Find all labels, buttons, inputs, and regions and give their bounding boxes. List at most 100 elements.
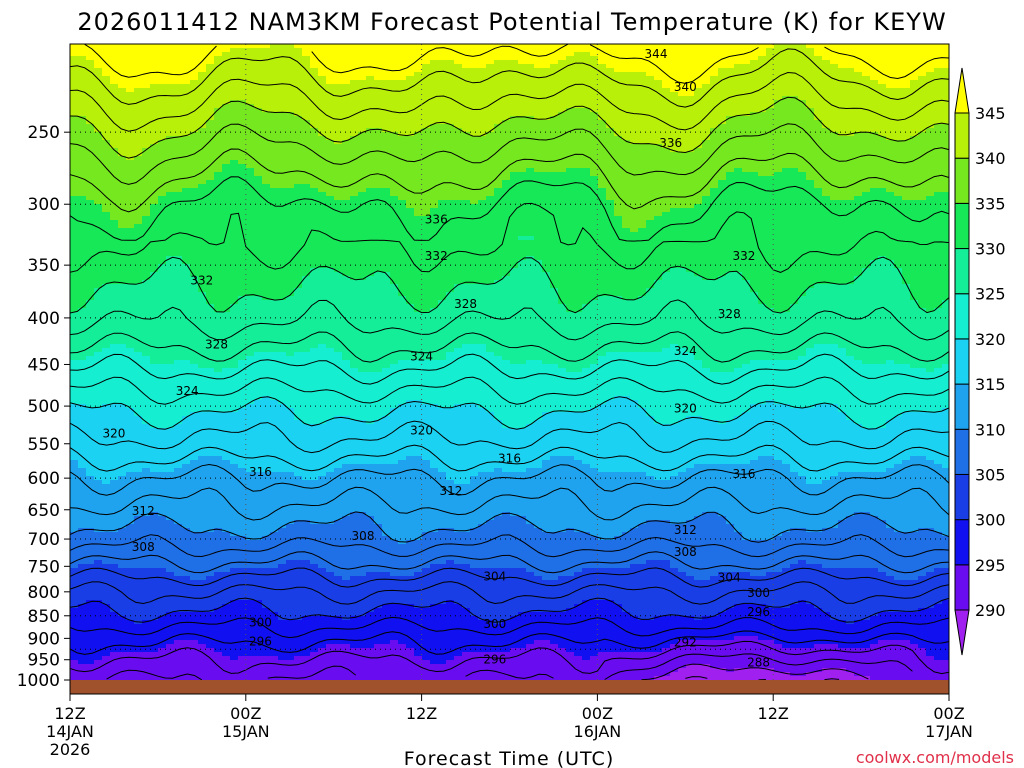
contour-fill-cell [278, 624, 287, 629]
contour-fill-cell [174, 104, 183, 109]
contour-fill-cell [230, 516, 239, 521]
contour-fill-cell [294, 560, 303, 565]
contour-fill-cell [174, 132, 183, 137]
contour-fill-cell [278, 412, 287, 417]
contour-fill-cell [214, 632, 223, 637]
contour-fill-cell [166, 416, 175, 421]
contour-fill-cell [222, 188, 231, 193]
contour-fill-cell [270, 48, 279, 53]
contour-fill-cell [206, 108, 215, 113]
contour-fill-cell [278, 252, 287, 257]
contour-fill-cell [222, 144, 231, 149]
contour-fill-cell [246, 224, 255, 229]
contour-fill-cell [94, 484, 103, 489]
contour-fill-cell [254, 168, 263, 173]
contour-fill-cell [190, 208, 199, 213]
contour-fill-cell [94, 44, 103, 49]
contour-fill-cell [302, 488, 311, 493]
contour-fill-cell [246, 228, 255, 233]
contour-fill-cell [78, 444, 87, 449]
contour-fill-cell [142, 152, 151, 157]
contour-fill-cell [126, 428, 135, 433]
contour-fill-cell [230, 44, 239, 49]
contour-fill-cell [94, 516, 103, 521]
contour-fill-cell [174, 64, 183, 69]
contour-fill-cell [134, 376, 143, 381]
contour-fill-cell [150, 80, 159, 85]
contour-fill-cell [302, 524, 311, 529]
contour-fill-cell [182, 228, 191, 233]
contour-fill-cell [278, 584, 287, 589]
contour-fill-cell [166, 484, 175, 489]
contour-fill-cell [198, 608, 207, 613]
contour-fill-cell [102, 632, 111, 637]
contour-fill-cell [206, 424, 215, 429]
contour-fill-cell [246, 192, 255, 197]
contour-fill-cell [126, 372, 135, 377]
contour-fill-cell [198, 176, 207, 181]
contour-fill-cell [102, 392, 111, 397]
contour-fill-cell [174, 260, 183, 265]
contour-fill-cell [318, 148, 327, 153]
contour-fill-cell [262, 576, 271, 581]
contour-fill-cell [310, 348, 319, 353]
contour-fill-cell [94, 92, 103, 97]
contour-fill-cell [278, 644, 287, 649]
contour-fill-cell [222, 596, 231, 601]
contour-fill-cell [150, 256, 159, 261]
contour-fill-cell [174, 240, 183, 245]
contour-fill-cell [270, 164, 279, 169]
contour-fill-cell [222, 440, 231, 445]
contour-fill-cell [214, 572, 223, 577]
contour-fill-cell [118, 600, 127, 605]
contour-fill-cell [222, 388, 231, 393]
contour-fill-cell [230, 204, 239, 209]
contour-fill-cell [142, 56, 151, 61]
contour-fill-cell [302, 556, 311, 561]
contour-fill-cell [302, 136, 311, 141]
contour-fill-cell [118, 340, 127, 345]
contour-fill-cell [158, 132, 167, 137]
contour-fill-cell [278, 668, 287, 673]
contour-fill-cell [286, 372, 295, 377]
contour-fill-cell [230, 340, 239, 345]
contour-fill-cell [174, 220, 183, 225]
contour-fill-cell [310, 96, 319, 101]
contour-fill-cell [230, 88, 239, 93]
contour-fill-cell [94, 280, 103, 285]
contour-fill-cell [118, 176, 127, 181]
contour-fill-cell [262, 100, 271, 105]
contour-fill-cell [102, 508, 111, 513]
contour-fill-cell [182, 88, 191, 93]
contour-fill-cell [310, 192, 319, 197]
contour-fill-cell [150, 320, 159, 325]
contour-fill-cell [230, 156, 239, 161]
contour-fill-cell [150, 148, 159, 153]
contour-fill-cell [158, 432, 167, 437]
contour-fill-cell [158, 436, 167, 441]
contour-fill-cell [270, 408, 279, 413]
contour-fill-cell [166, 64, 175, 69]
contour-fill-cell [110, 60, 119, 65]
contour-fill-cell [174, 336, 183, 341]
contour-fill-cell [78, 384, 87, 389]
contour-fill-cell [190, 188, 199, 193]
contour-fill-cell [158, 384, 167, 389]
contour-fill-cell [262, 220, 271, 225]
contour-fill-cell [182, 352, 191, 357]
contour-fill-cell [222, 420, 231, 425]
contour-fill-cell [134, 232, 143, 237]
contour-fill-cell [230, 320, 239, 325]
contour-fill-cell [70, 612, 79, 617]
contour-fill-cell [206, 544, 215, 549]
contour-fill-cell [310, 336, 319, 341]
contour-fill-cell [174, 328, 183, 333]
contour-fill-cell [262, 492, 271, 497]
contour-fill-cell [310, 392, 319, 397]
contour-fill-cell [246, 592, 255, 597]
contour-fill-cell [94, 240, 103, 245]
contour-fill-cell [230, 540, 239, 545]
contour-fill-cell [206, 176, 215, 181]
contour-fill-cell [126, 452, 135, 457]
